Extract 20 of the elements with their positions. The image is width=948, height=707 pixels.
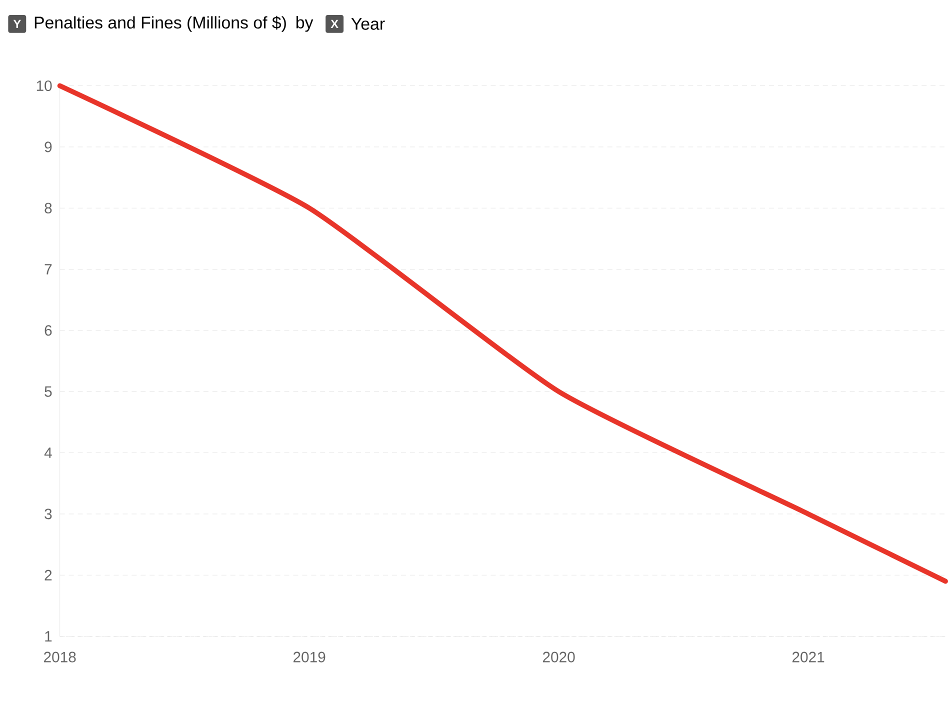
y-tick-label: 3 [44, 508, 52, 520]
y-tick-label: 8 [44, 202, 52, 214]
x-tick-label: 2021 [792, 652, 824, 662]
text: by [296, 16, 314, 32]
y-axis-title: Penalties and Fines (Millions of $) [34, 16, 286, 32]
x-tick-label: 2020 [542, 652, 575, 662]
y-tick-label: 5 [44, 386, 52, 397]
y-tick-label: 1 [45, 631, 52, 642]
y-tick-label: 6 [44, 325, 52, 336]
line-series [57, 83, 948, 584]
text: Y [13, 20, 21, 28]
x-tick-label: 2019 [294, 652, 326, 662]
y-tick-label: 7 [44, 264, 52, 274]
x-tick-label: 2018 [44, 652, 76, 662]
y-tick-label: 10 [36, 80, 52, 91]
y-tick-label: 2 [44, 570, 52, 580]
x-axis-title: Year [351, 18, 385, 30]
y-tick-label: 4 [44, 448, 52, 458]
text: X [330, 20, 338, 28]
y-tick-label: 9 [44, 142, 52, 152]
